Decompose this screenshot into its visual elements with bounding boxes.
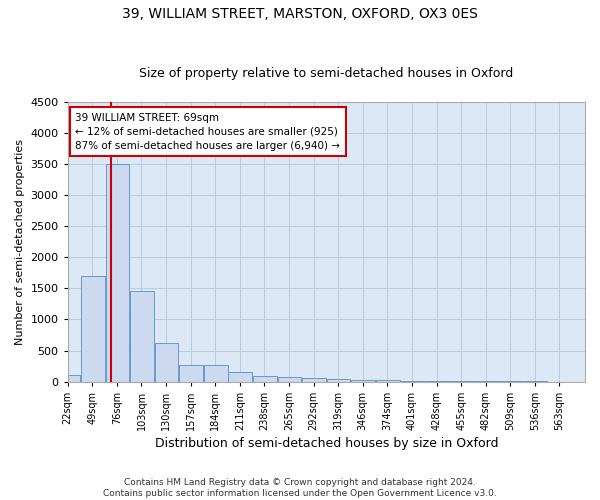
Bar — [155, 343, 178, 382]
Bar — [376, 380, 400, 382]
Title: Size of property relative to semi-detached houses in Oxford: Size of property relative to semi-detach… — [139, 66, 514, 80]
Bar — [352, 380, 375, 382]
Bar — [204, 365, 227, 382]
Y-axis label: Number of semi-detached properties: Number of semi-detached properties — [15, 138, 25, 344]
Bar — [106, 164, 129, 382]
Bar — [302, 378, 326, 382]
Bar — [401, 380, 424, 382]
Text: 39 WILLIAM STREET: 69sqm
← 12% of semi-detached houses are smaller (925)
87% of : 39 WILLIAM STREET: 69sqm ← 12% of semi-d… — [76, 112, 340, 150]
Bar — [229, 372, 252, 382]
Text: 39, WILLIAM STREET, MARSTON, OXFORD, OX3 0ES: 39, WILLIAM STREET, MARSTON, OXFORD, OX3… — [122, 8, 478, 22]
Bar — [81, 276, 104, 382]
Bar — [278, 376, 301, 382]
Bar — [253, 376, 277, 382]
Text: Contains HM Land Registry data © Crown copyright and database right 2024.
Contai: Contains HM Land Registry data © Crown c… — [103, 478, 497, 498]
Bar — [327, 378, 350, 382]
X-axis label: Distribution of semi-detached houses by size in Oxford: Distribution of semi-detached houses by … — [155, 437, 498, 450]
Bar — [130, 292, 154, 382]
Bar — [425, 381, 449, 382]
Bar — [179, 365, 203, 382]
Bar — [56, 376, 80, 382]
